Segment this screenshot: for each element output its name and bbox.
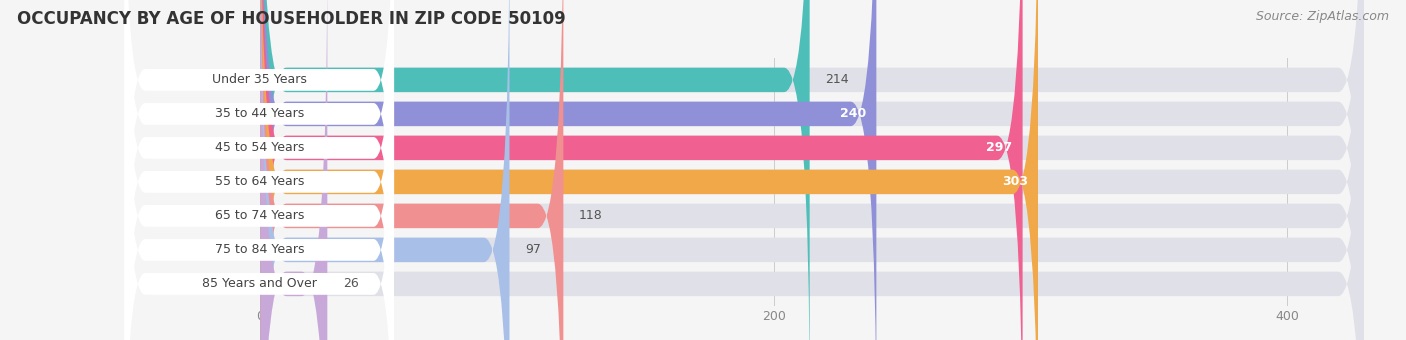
FancyBboxPatch shape (125, 0, 394, 340)
Text: 214: 214 (825, 73, 849, 86)
Text: 118: 118 (579, 209, 603, 222)
Text: 55 to 64 Years: 55 to 64 Years (215, 175, 304, 188)
Text: 97: 97 (524, 243, 541, 256)
Text: 240: 240 (839, 107, 866, 120)
Text: 65 to 74 Years: 65 to 74 Years (215, 209, 304, 222)
FancyBboxPatch shape (260, 0, 1364, 340)
Text: 297: 297 (986, 141, 1012, 154)
Text: 26: 26 (343, 277, 359, 290)
FancyBboxPatch shape (260, 0, 810, 340)
FancyBboxPatch shape (260, 0, 1022, 340)
FancyBboxPatch shape (260, 0, 1364, 340)
FancyBboxPatch shape (125, 23, 394, 340)
FancyBboxPatch shape (260, 0, 1364, 340)
Text: 85 Years and Over: 85 Years and Over (202, 277, 316, 290)
FancyBboxPatch shape (260, 0, 1364, 340)
Text: OCCUPANCY BY AGE OF HOUSEHOLDER IN ZIP CODE 50109: OCCUPANCY BY AGE OF HOUSEHOLDER IN ZIP C… (17, 10, 565, 28)
Text: 45 to 54 Years: 45 to 54 Years (215, 141, 304, 154)
Text: Under 35 Years: Under 35 Years (212, 73, 307, 86)
FancyBboxPatch shape (260, 0, 1364, 340)
FancyBboxPatch shape (125, 0, 394, 340)
FancyBboxPatch shape (125, 0, 394, 340)
FancyBboxPatch shape (260, 0, 564, 340)
Text: 303: 303 (1001, 175, 1028, 188)
FancyBboxPatch shape (260, 0, 509, 340)
Text: 35 to 44 Years: 35 to 44 Years (215, 107, 304, 120)
FancyBboxPatch shape (260, 0, 1364, 340)
Text: 75 to 84 Years: 75 to 84 Years (215, 243, 304, 256)
FancyBboxPatch shape (260, 0, 876, 340)
FancyBboxPatch shape (125, 0, 394, 340)
FancyBboxPatch shape (125, 0, 394, 340)
FancyBboxPatch shape (260, 0, 1038, 340)
FancyBboxPatch shape (260, 0, 328, 340)
FancyBboxPatch shape (125, 0, 394, 340)
FancyBboxPatch shape (260, 0, 1364, 340)
Text: Source: ZipAtlas.com: Source: ZipAtlas.com (1256, 10, 1389, 23)
